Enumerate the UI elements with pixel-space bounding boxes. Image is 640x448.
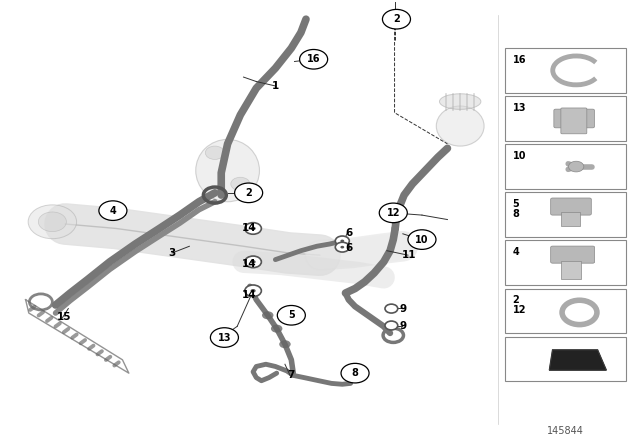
FancyBboxPatch shape (505, 192, 626, 237)
FancyBboxPatch shape (505, 96, 626, 141)
Text: 13: 13 (218, 332, 231, 343)
Circle shape (250, 289, 255, 293)
Circle shape (279, 340, 291, 348)
Circle shape (28, 205, 77, 239)
Circle shape (235, 183, 262, 202)
Text: 13: 13 (513, 103, 526, 113)
Text: 8: 8 (351, 368, 358, 378)
FancyBboxPatch shape (505, 289, 626, 333)
Text: 6: 6 (345, 243, 352, 254)
Circle shape (99, 201, 127, 220)
Circle shape (380, 203, 407, 223)
FancyBboxPatch shape (550, 198, 591, 215)
Text: 5
8: 5 8 (513, 199, 519, 219)
Circle shape (245, 256, 261, 267)
Text: 2: 2 (393, 14, 400, 24)
Circle shape (408, 230, 436, 250)
Circle shape (250, 227, 255, 230)
Circle shape (341, 363, 369, 383)
Text: 15: 15 (56, 313, 71, 323)
Circle shape (568, 161, 584, 172)
Text: 11: 11 (402, 250, 417, 260)
Ellipse shape (440, 94, 481, 109)
Text: 16: 16 (513, 55, 526, 65)
Text: 10: 10 (415, 235, 429, 245)
Circle shape (385, 304, 397, 313)
Polygon shape (549, 350, 606, 370)
Circle shape (340, 246, 344, 249)
Text: 145844: 145844 (547, 426, 584, 436)
Text: 9: 9 (399, 304, 406, 314)
Circle shape (245, 223, 261, 234)
Text: 6: 6 (345, 228, 352, 238)
Circle shape (385, 321, 397, 330)
Text: 7: 7 (287, 370, 295, 380)
Text: 14: 14 (241, 290, 256, 300)
FancyBboxPatch shape (505, 241, 626, 285)
FancyBboxPatch shape (561, 108, 587, 134)
FancyBboxPatch shape (505, 144, 626, 189)
Text: 16: 16 (307, 54, 321, 64)
Circle shape (277, 306, 305, 325)
FancyBboxPatch shape (505, 336, 626, 381)
Circle shape (231, 177, 250, 190)
Bar (561, 261, 581, 279)
Circle shape (300, 49, 328, 69)
FancyBboxPatch shape (554, 109, 595, 128)
Text: 1: 1 (272, 81, 279, 91)
Circle shape (262, 311, 273, 319)
Text: 3: 3 (168, 248, 176, 258)
Circle shape (250, 260, 255, 263)
Ellipse shape (196, 139, 259, 202)
Text: 4: 4 (109, 206, 116, 215)
Circle shape (211, 328, 239, 347)
Text: 14: 14 (241, 224, 256, 233)
Text: 14: 14 (241, 259, 256, 269)
Circle shape (335, 242, 349, 252)
Text: 5: 5 (288, 310, 294, 320)
Bar (561, 212, 580, 226)
Circle shape (271, 325, 282, 332)
Circle shape (335, 236, 349, 246)
FancyBboxPatch shape (550, 246, 595, 263)
Circle shape (383, 9, 410, 29)
Text: 9: 9 (399, 321, 406, 332)
Text: 10: 10 (513, 151, 526, 161)
Circle shape (205, 146, 225, 159)
Text: 12: 12 (387, 208, 400, 218)
Circle shape (38, 212, 67, 232)
FancyBboxPatch shape (505, 48, 626, 93)
Text: 4: 4 (513, 247, 519, 257)
Ellipse shape (436, 106, 484, 146)
Text: 2
12: 2 12 (513, 295, 526, 315)
Circle shape (340, 240, 344, 242)
Text: 2: 2 (245, 188, 252, 198)
Circle shape (245, 285, 261, 297)
